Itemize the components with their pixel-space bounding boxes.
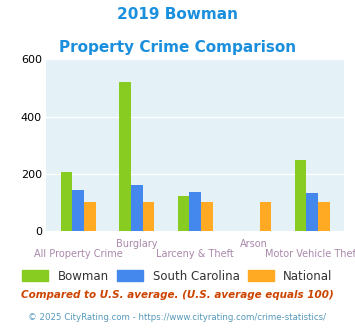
Bar: [119, 82, 131, 231]
Bar: [201, 202, 213, 231]
Text: Compared to U.S. average. (U.S. average equals 100): Compared to U.S. average. (U.S. average …: [21, 290, 334, 300]
Text: Larceny & Theft: Larceny & Theft: [156, 249, 234, 259]
Bar: [178, 196, 190, 231]
Bar: [295, 159, 306, 231]
Bar: [260, 202, 271, 231]
Bar: [143, 202, 154, 231]
Bar: [306, 193, 318, 231]
Bar: [318, 202, 330, 231]
Text: All Property Crime: All Property Crime: [34, 249, 123, 259]
Bar: [61, 172, 72, 231]
Bar: [190, 191, 201, 231]
Text: 2019 Bowman: 2019 Bowman: [117, 7, 238, 21]
Legend: Bowman, South Carolina, National: Bowman, South Carolina, National: [18, 265, 337, 287]
Text: Motor Vehicle Theft: Motor Vehicle Theft: [265, 249, 355, 259]
Text: © 2025 CityRating.com - https://www.cityrating.com/crime-statistics/: © 2025 CityRating.com - https://www.city…: [28, 313, 327, 322]
Text: Burglary: Burglary: [116, 239, 158, 249]
Text: Arson: Arson: [240, 239, 268, 249]
Bar: [131, 185, 143, 231]
Text: Property Crime Comparison: Property Crime Comparison: [59, 40, 296, 54]
Bar: [84, 202, 96, 231]
Bar: [72, 189, 84, 231]
